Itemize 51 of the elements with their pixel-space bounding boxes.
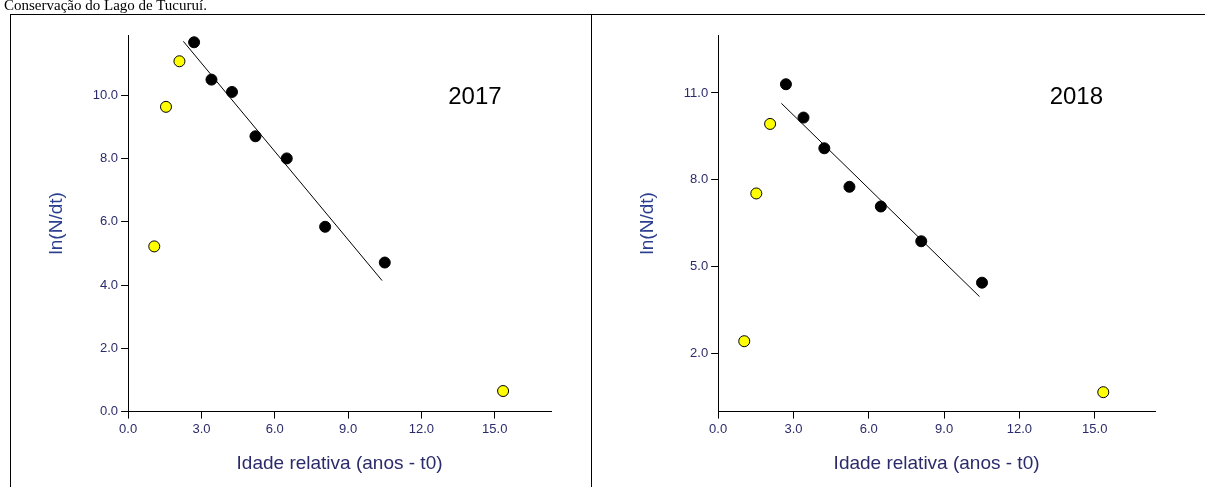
point [497, 385, 510, 398]
x-tick-label: 6.0 [265, 420, 284, 436]
y-tick-label: 2.0 [690, 345, 709, 361]
y-tick-label: 8.0 [690, 171, 709, 187]
point [1097, 386, 1110, 399]
y-tick-label: 11.0 [683, 84, 709, 100]
x-tick-label: 12.0 [408, 420, 435, 436]
point [750, 187, 763, 200]
x-tick-label: 15.0 [1082, 420, 1108, 436]
x-tick-label: 0.0 [709, 420, 728, 436]
chart-title: Conservação do Lago de Tucuruí. [4, 0, 207, 13]
x-tick-label: 3.0 [192, 420, 211, 436]
x-tick-label: 9.0 [339, 420, 358, 436]
point [225, 85, 238, 98]
point [148, 240, 161, 253]
x-axis-title: Idade relativa (anos - t0) [236, 451, 443, 473]
y-tick-label: 8.0 [100, 150, 119, 165]
y-tick-label: 4.0 [100, 276, 119, 292]
point [843, 180, 856, 193]
x-tick-label: 12.0 [1006, 420, 1033, 436]
y-tick-label: 6.0 [100, 213, 119, 229]
x-tick-label: 9.0 [935, 420, 954, 436]
point [378, 256, 391, 269]
point [173, 55, 186, 68]
point [159, 100, 172, 113]
point [738, 335, 751, 348]
point [188, 36, 201, 49]
x-tick-label: 3.0 [784, 420, 803, 436]
point [249, 130, 262, 143]
point [976, 276, 989, 289]
point [874, 200, 887, 213]
point [280, 152, 293, 165]
point [797, 111, 810, 124]
y-axis-title: ln(N/dt) [44, 192, 66, 255]
x-axis-title: Idade relativa (anos - t0) [833, 451, 1040, 473]
point [764, 117, 777, 130]
x-tick-label: 6.0 [859, 420, 878, 436]
point [319, 220, 332, 233]
point [779, 78, 792, 91]
point [915, 235, 928, 248]
y-tick-label: 5.0 [690, 258, 709, 274]
x-tick-label: 15.0 [482, 420, 508, 436]
point [818, 142, 831, 155]
annotation: 2017 [448, 81, 502, 109]
y-tick-label: 0.0 [100, 403, 119, 419]
annotation: 2018 [1049, 81, 1104, 109]
y-tick-label: 2.0 [100, 339, 119, 355]
y-tick-label: 10.0 [92, 86, 119, 102]
y-axis-title: ln(N/dt) [635, 192, 657, 255]
x-tick-label: 0.0 [119, 420, 138, 436]
point [205, 73, 218, 86]
